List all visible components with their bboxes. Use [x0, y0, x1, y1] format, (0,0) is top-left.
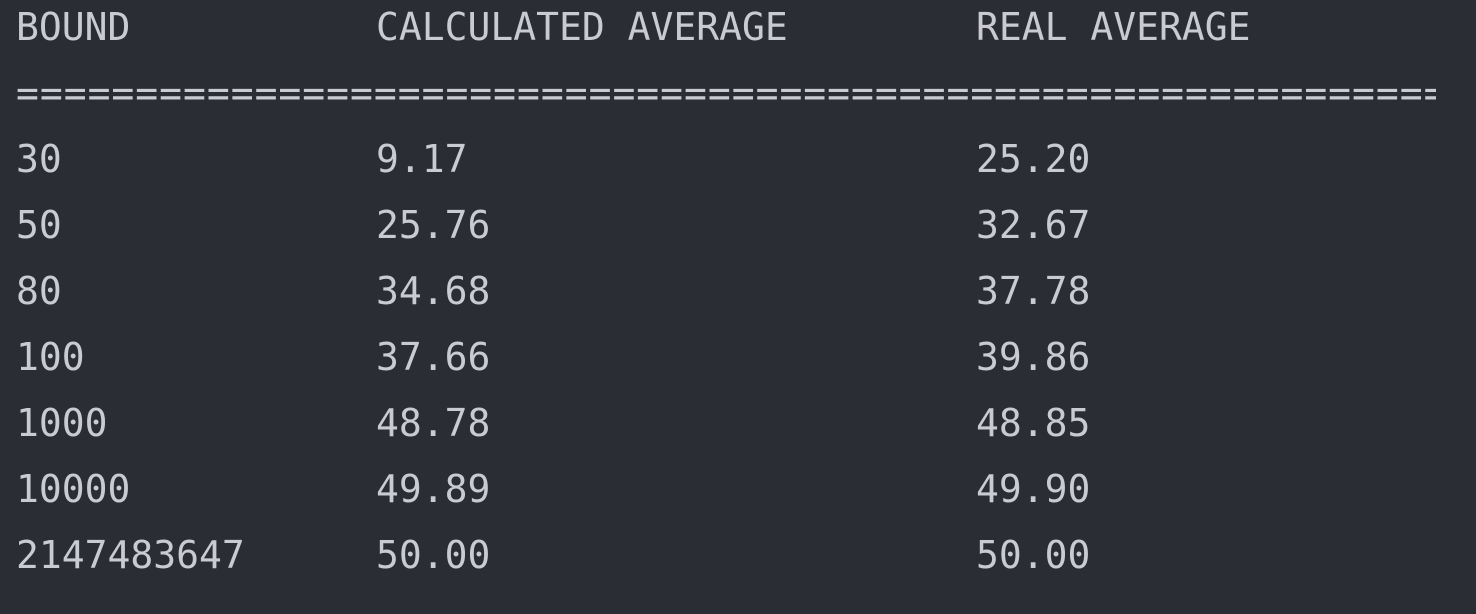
table-row: 80 34.68 37.78 — [16, 258, 1476, 324]
table-row: 50 25.76 32.67 — [16, 192, 1476, 258]
bound-value: 100 — [16, 335, 85, 379]
bound-value: 2147483647 — [16, 533, 245, 577]
bound-value: 30 — [16, 137, 62, 181]
real-average-value: 37.78 — [976, 269, 1091, 313]
calculated-average-value: 25.76 — [376, 203, 491, 247]
real-average-value: 25.20 — [976, 137, 1091, 181]
calculated-average-value: 9.17 — [376, 137, 468, 181]
bound-value: 50 — [16, 203, 62, 247]
calculated-average-value: 37.66 — [376, 335, 491, 379]
calculated-average-value: 50.00 — [376, 533, 491, 577]
table-row: 1000 48.78 48.85 — [16, 390, 1476, 456]
header-calculated-average: CALCULATED AVERAGE — [376, 5, 788, 49]
bound-value: 1000 — [16, 401, 108, 445]
table-row: 30 9.17 25.20 — [16, 126, 1476, 192]
real-average-value: 49.90 — [976, 467, 1091, 511]
table-row: 10000 49.89 49.90 — [16, 456, 1476, 522]
header-real-average: REAL AVERAGE — [976, 5, 1251, 49]
real-average-value: 32.67 — [976, 203, 1091, 247]
calculated-average-value: 49.89 — [376, 467, 491, 511]
bound-value: 80 — [16, 269, 62, 313]
header-row: BOUND CALCULATED AVERAGE REAL AVERAGE — [16, 0, 1476, 60]
real-average-value: 39.86 — [976, 335, 1091, 379]
real-average-value: 50.00 — [976, 533, 1091, 577]
bound-value: 10000 — [16, 467, 131, 511]
table-row: 100 37.66 39.86 — [16, 324, 1476, 390]
separator-line: ========================================… — [16, 71, 1436, 115]
table-row: 2147483647 50.00 50.00 — [16, 522, 1476, 588]
real-average-value: 48.85 — [976, 401, 1091, 445]
header-bound: BOUND — [16, 5, 131, 49]
calculated-average-value: 48.78 — [376, 401, 491, 445]
calculated-average-value: 34.68 — [376, 269, 491, 313]
